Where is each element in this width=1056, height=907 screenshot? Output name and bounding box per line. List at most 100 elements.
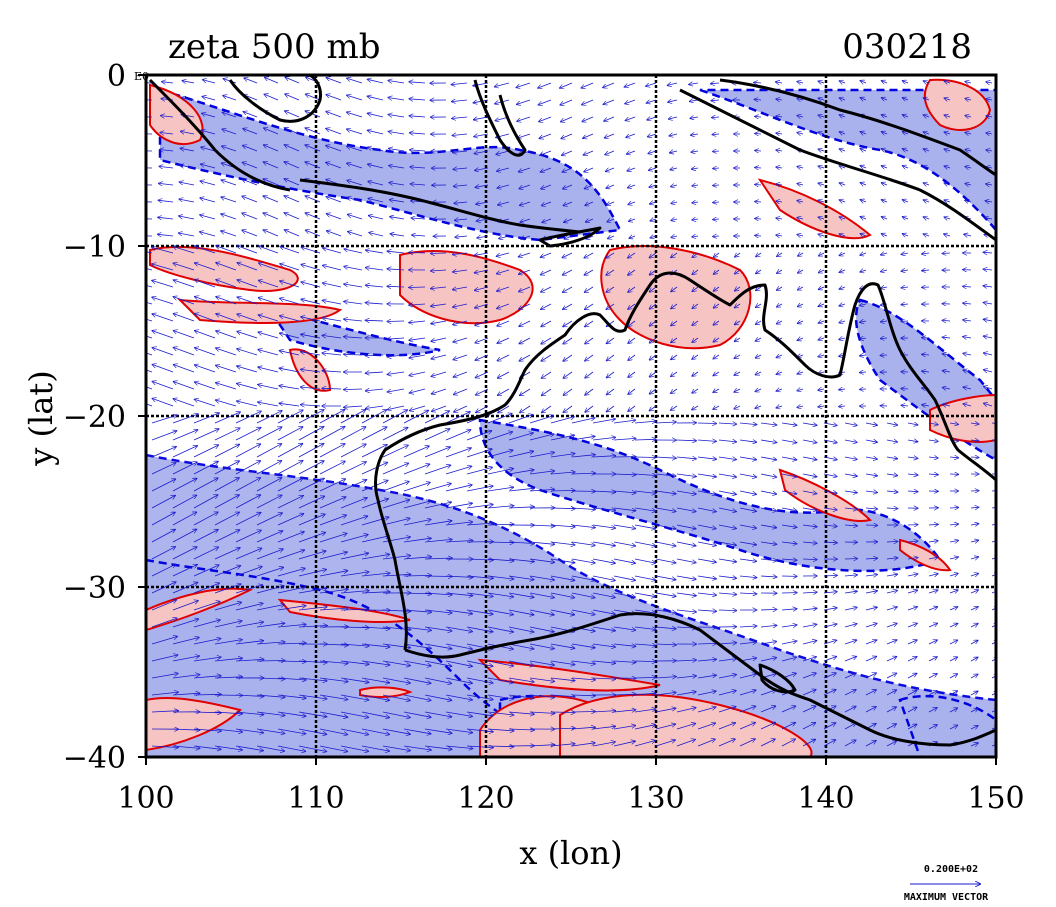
wind-vector bbox=[584, 269, 594, 275]
wind-vector bbox=[797, 218, 804, 220]
wind-vector bbox=[477, 219, 489, 221]
wind-vector bbox=[258, 332, 279, 339]
wind-vector bbox=[411, 184, 426, 185]
wind-vector bbox=[777, 253, 783, 256]
wind-vector bbox=[388, 115, 405, 118]
wind-vector bbox=[983, 269, 993, 270]
wind-vector bbox=[517, 99, 531, 104]
wind-vector bbox=[158, 217, 174, 219]
wind-vector bbox=[497, 184, 510, 188]
wind-vector bbox=[369, 216, 384, 220]
wind-vector bbox=[455, 236, 468, 237]
wind-vector bbox=[193, 413, 219, 424]
wind-vector bbox=[160, 150, 174, 152]
wind-vector bbox=[860, 200, 867, 202]
wind-vector bbox=[475, 303, 489, 308]
wind-vector bbox=[151, 431, 177, 441]
wind-vector bbox=[518, 133, 531, 138]
wind-vector bbox=[922, 253, 930, 254]
wind-vector bbox=[839, 132, 846, 134]
wind-vector bbox=[146, 386, 153, 390]
wind-vector bbox=[713, 151, 720, 152]
wind-vector bbox=[860, 253, 867, 255]
wind-vector bbox=[453, 270, 468, 272]
wind-vector bbox=[541, 269, 552, 275]
wind-vector bbox=[561, 116, 573, 122]
wind-vector bbox=[563, 337, 573, 344]
wind-vector bbox=[965, 184, 972, 186]
wind-vector bbox=[818, 183, 825, 185]
wind-vector bbox=[361, 410, 386, 424]
wind-vector bbox=[152, 281, 174, 288]
wind-vector bbox=[943, 337, 951, 338]
wind-vector bbox=[984, 403, 993, 406]
wind-vector bbox=[200, 181, 216, 186]
neg-region-northwest bbox=[267, 308, 441, 357]
wind-vector bbox=[882, 183, 888, 185]
wind-vector bbox=[387, 251, 405, 253]
wind-vector bbox=[839, 200, 846, 202]
wind-vector bbox=[860, 81, 867, 83]
wind-vector bbox=[237, 366, 258, 373]
wind-vector bbox=[195, 382, 216, 390]
wind-vector bbox=[181, 131, 195, 134]
wind-vector bbox=[216, 297, 237, 305]
y-tick-label: −40 bbox=[63, 741, 126, 776]
wind-vector bbox=[195, 314, 216, 322]
wind-vector bbox=[258, 402, 279, 407]
wind-vector bbox=[201, 130, 216, 135]
wind-vector bbox=[214, 412, 240, 424]
wind-vector bbox=[970, 457, 979, 458]
wind-vector bbox=[390, 200, 405, 202]
wind-vector bbox=[756, 287, 762, 290]
x-tick-label: 130 bbox=[627, 781, 684, 816]
wind-vector bbox=[301, 405, 321, 406]
wind-vector bbox=[839, 406, 846, 407]
wind-vector bbox=[944, 98, 951, 100]
wind-vector bbox=[387, 321, 405, 322]
wind-vector bbox=[203, 80, 216, 84]
wind-vector bbox=[628, 269, 636, 275]
wind-vector bbox=[529, 416, 553, 424]
wind-vector bbox=[650, 320, 657, 326]
wind-vector bbox=[713, 406, 720, 409]
wind-vector bbox=[409, 82, 426, 83]
wind-vector bbox=[216, 263, 237, 271]
wind-vector bbox=[516, 82, 531, 88]
wind-vector bbox=[735, 270, 741, 274]
wind-vector bbox=[671, 286, 678, 292]
wind-vector bbox=[607, 354, 615, 361]
wind-vector bbox=[409, 354, 426, 358]
wind-vector bbox=[735, 287, 741, 291]
wind-vector bbox=[326, 129, 342, 135]
wind-vector bbox=[965, 133, 972, 135]
wind-vector bbox=[561, 133, 573, 139]
wind-vector bbox=[628, 252, 636, 258]
wind-vector bbox=[797, 184, 804, 186]
wind-vector bbox=[538, 99, 552, 105]
wind-vector bbox=[152, 348, 174, 356]
wind-vector bbox=[755, 389, 762, 392]
wind-vector bbox=[882, 217, 888, 219]
wind-vector bbox=[671, 320, 678, 326]
wind-vector bbox=[628, 185, 636, 188]
wind-vector bbox=[159, 183, 174, 185]
wind-vector bbox=[692, 286, 699, 291]
wind-vector bbox=[943, 388, 951, 390]
wind-vector bbox=[802, 423, 817, 425]
y-tick-label: −10 bbox=[63, 230, 126, 265]
wind-vector bbox=[387, 355, 405, 357]
wind-vector bbox=[476, 371, 489, 378]
wind-vector bbox=[280, 351, 300, 356]
wind-vector bbox=[368, 181, 384, 186]
wind-vector bbox=[691, 151, 699, 152]
wind-vector bbox=[412, 235, 426, 236]
wind-vector bbox=[301, 247, 321, 254]
wind-vector bbox=[146, 403, 153, 407]
wind-vector bbox=[221, 197, 237, 203]
wind-vector bbox=[986, 150, 993, 151]
wind-vector bbox=[366, 355, 384, 356]
wind-vector bbox=[368, 164, 384, 169]
wind-vector bbox=[368, 130, 384, 135]
wind-vector bbox=[264, 94, 279, 101]
